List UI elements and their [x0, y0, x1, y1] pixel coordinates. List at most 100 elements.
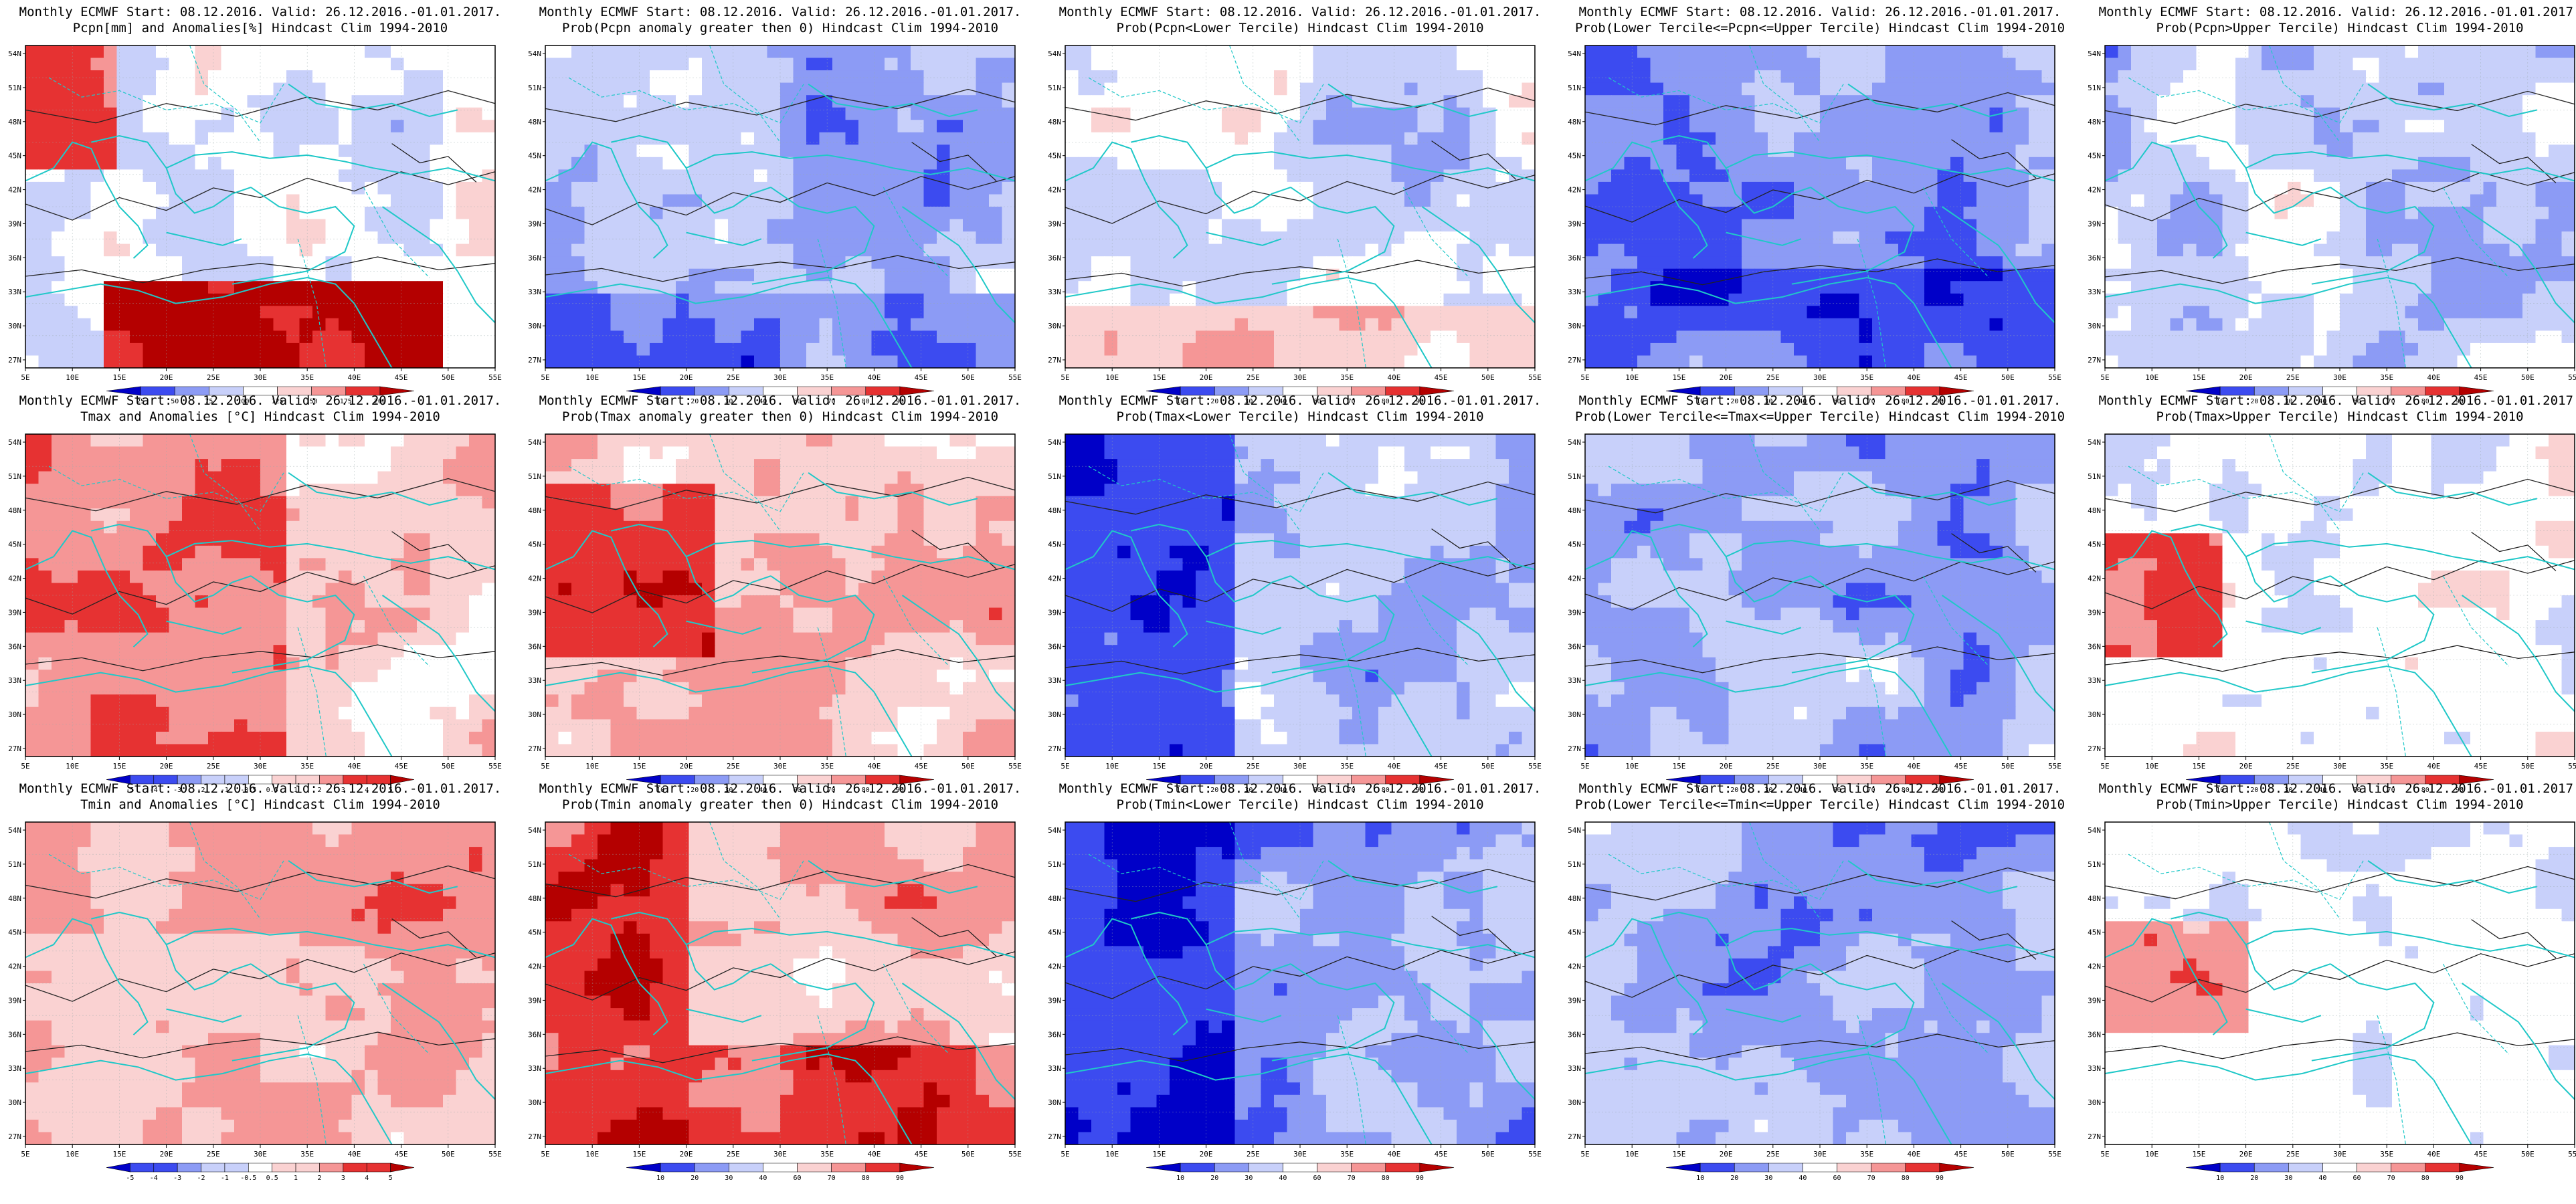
colorbar-tick-label: 70: [1867, 787, 1875, 794]
lon-tick-label: 5E: [1061, 373, 1069, 382]
coastline: [1065, 665, 1433, 757]
colorbar-tick-label: 60: [1313, 1175, 1321, 1182]
lat-tick-label: 54N: [2088, 49, 2101, 58]
colorbar: 10 20 30 40 60 70 80 90: [1145, 386, 1455, 405]
lon-tick-label: 40E: [1907, 373, 1920, 382]
borders: [2128, 433, 2510, 757]
colorbar-swatch: [831, 1163, 866, 1173]
country-border: [48, 466, 284, 512]
coastline: [1847, 472, 2018, 506]
country-border: [2377, 239, 2406, 369]
contour-line: [1065, 1035, 1536, 1062]
lat-tick-label: 51N: [2088, 84, 2101, 92]
lon-tick-label: 30E: [254, 1150, 267, 1159]
coastline: [2461, 206, 2575, 324]
lon-tick-label: 40E: [867, 1150, 881, 1159]
colorbar-tick-label: 90: [1416, 398, 1424, 405]
colorbar-swatch: [2459, 775, 2494, 785]
lat-tick-label: 48N: [2088, 118, 2101, 126]
lon-tick-label: 35E: [2380, 762, 2393, 771]
lon-tick-label: 30E: [773, 1150, 787, 1159]
lon-tick-label: 30E: [773, 373, 787, 382]
lat-tick-label: 39N: [528, 219, 541, 228]
coastlines: [1065, 472, 1536, 757]
lat-tick-label: 54N: [1048, 49, 1061, 58]
lat-tick-label: 42N: [528, 963, 541, 971]
colorbar-swatch: [2425, 1163, 2460, 1173]
lon-tick-label: 45E: [915, 1150, 928, 1159]
lon-tick-label: 15E: [112, 373, 126, 382]
lon-tick-label: 5E: [2100, 373, 2109, 382]
coastline: [2171, 523, 2331, 603]
lat-tick-label: 48N: [1048, 506, 1061, 515]
coastlines: [2104, 83, 2575, 369]
lat-tick-label: 36N: [2088, 254, 2101, 262]
lat-tick-label: 39N: [8, 996, 21, 1005]
lon-tick-label: 40E: [2427, 373, 2440, 382]
lat-tick-label: 39N: [1568, 996, 1581, 1005]
panel-title-line2: Prob(Tmin anomaly greater then 0) Hindca…: [562, 797, 998, 812]
contour-line: [911, 530, 997, 569]
panel-title-line2: Prob(Lower Tercile<=Pcpn<=Upper Tercile)…: [1575, 21, 2065, 35]
lon-tick-label: 30E: [2333, 373, 2347, 382]
lon-tick-label: 20E: [1720, 762, 1733, 771]
lat-tick-label: 51N: [1568, 472, 1581, 481]
lon-tick-label: 55E: [488, 762, 502, 771]
lon-tick-label: 25E: [207, 762, 220, 771]
coastline: [1726, 151, 2055, 182]
coastline: [611, 134, 771, 214]
lon-tick-label: 15E: [2192, 373, 2205, 382]
country-border: [1229, 821, 1301, 919]
colorbar-tick-label: 0.5: [266, 787, 278, 794]
coastlines: [1584, 83, 2055, 369]
colorbar-swatch: [1734, 1163, 1769, 1173]
coastline: [288, 860, 458, 894]
coastline: [1065, 530, 1188, 647]
lon-tick-label: 25E: [1766, 1150, 1780, 1159]
lon-tick-label: 50E: [442, 373, 455, 382]
coastline: [2245, 151, 2575, 182]
map-panel-5: Monthly ECMWF Start: 08.12.2016. Valid: …: [2088, 5, 2576, 405]
colorbar-swatch: [2357, 1163, 2391, 1173]
shaded-field: [2105, 45, 2575, 369]
lon-tick-label: 5E: [541, 1150, 549, 1159]
panel-title-line2: Prob(Tmin<Lower Tercile) Hindcast Clim 1…: [1116, 797, 1483, 812]
colorbar-tick-label: -1: [221, 1175, 229, 1182]
colorbar-tick-label: 60: [1313, 787, 1321, 794]
coastline: [1421, 206, 1536, 324]
coastline: [25, 918, 149, 1035]
coastline: [1206, 620, 1282, 635]
lon-tick-label: 45E: [1435, 373, 1448, 382]
colorbar: 10 20 30 40 60 70 80 90: [1145, 775, 1455, 794]
colorbar-tick-label: 80: [862, 787, 870, 794]
lat-tick-label: 45N: [8, 540, 21, 549]
country-border: [1857, 1015, 1886, 1145]
colorbar-swatch: [1665, 1163, 1701, 1173]
lon-tick-label: 35E: [820, 1150, 834, 1159]
lat-tick-label: 48N: [528, 506, 541, 515]
colorbar: 10 20 30 40 60 70 80 90: [626, 1163, 935, 1182]
country-border: [189, 433, 261, 531]
lon-tick-label: 5E: [1580, 1150, 1589, 1159]
lon-tick-label: 25E: [727, 762, 740, 771]
country-border: [1337, 239, 1366, 369]
colorbar: 25 50 75 100 125 150 175 200: [106, 386, 415, 405]
colorbar-tick-label: 2: [317, 1175, 321, 1182]
country-border: [1857, 627, 1886, 757]
colorbar-tick-label: 3: [341, 787, 345, 794]
colorbar-tick-label: 30: [1764, 398, 1772, 405]
lat-tick-label: 51N: [528, 472, 541, 481]
lon-tick-label: 20E: [160, 373, 173, 382]
lon-tick-label: 10E: [1625, 762, 1639, 771]
coastline: [901, 983, 1016, 1100]
lat-tick-label: 30N: [528, 1098, 541, 1107]
lat-tick-label: 36N: [1048, 254, 1061, 262]
lon-tick-label: 5E: [1061, 1150, 1069, 1159]
colorbar-tick-label: -5: [126, 787, 134, 794]
lon-tick-label: 20E: [2239, 762, 2253, 771]
coastline: [1726, 540, 2055, 571]
colorbar-tick-label: 40: [1279, 1175, 1287, 1182]
colorbar: 10 20 30 40 60 70 80 90: [626, 386, 935, 405]
country-border: [1337, 627, 1366, 757]
coastline: [25, 530, 149, 647]
